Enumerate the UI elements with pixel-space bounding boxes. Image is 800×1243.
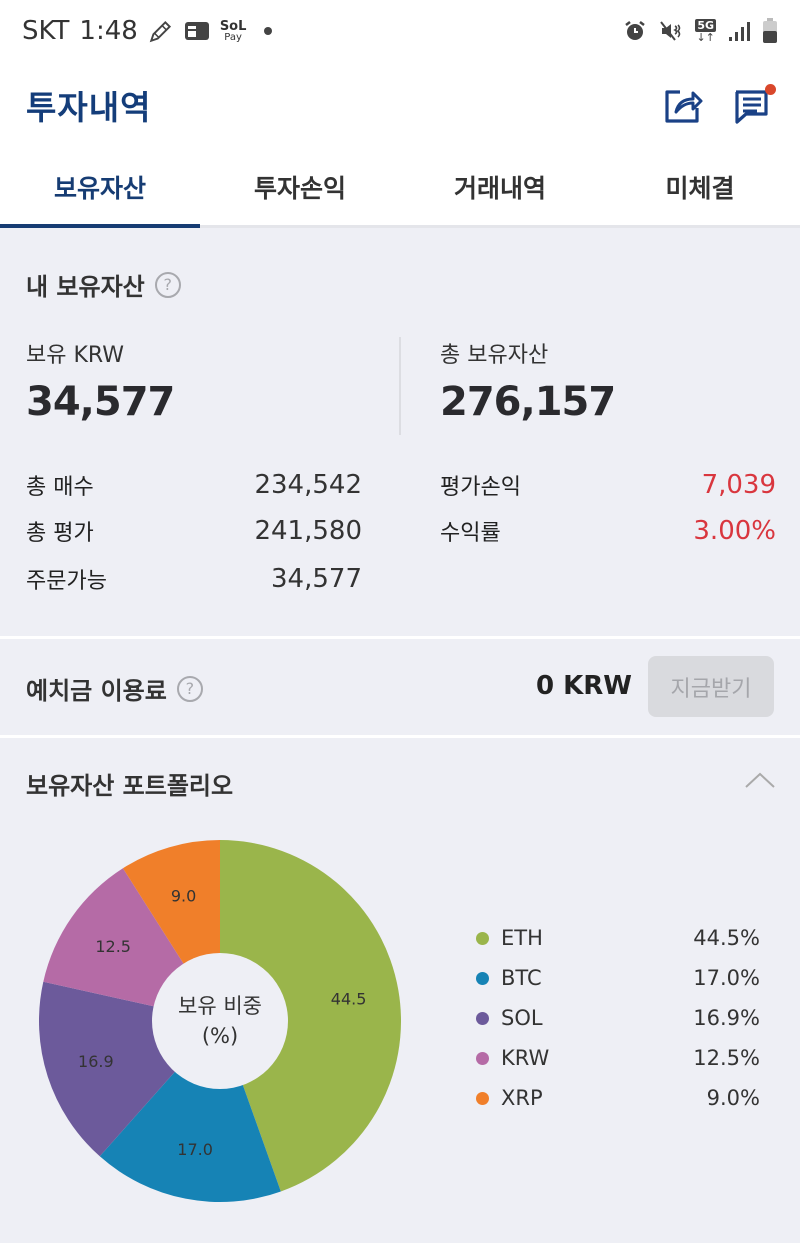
share-icon — [665, 90, 703, 123]
5g-data-icon: 5G ↓↑ — [695, 19, 716, 44]
clock: 1:48 — [79, 16, 138, 46]
help-icon[interactable]: ? — [176, 675, 203, 702]
krw-label: 보유 KRW — [26, 343, 125, 368]
legend-dot — [476, 931, 489, 945]
page-title: 투자내역 — [26, 88, 152, 127]
legend-item-btc: BTC 17.0% — [476, 958, 760, 998]
row-total-buy: 총 매수 234,542 — [26, 469, 362, 501]
section-divider — [0, 636, 800, 639]
value: 7,039 — [701, 470, 776, 500]
value: 234,542 — [254, 470, 362, 500]
help-icon[interactable]: ? — [154, 271, 181, 298]
tab-pending-orders[interactable]: 미체결 — [665, 173, 735, 203]
legend-dot — [476, 1051, 489, 1065]
tab-transactions[interactable]: 거래내역 — [453, 173, 546, 203]
slice-eth — [220, 840, 401, 1192]
donut-hole — [152, 953, 288, 1089]
deposit-amount: 0 KRW — [536, 671, 632, 701]
claim-now-button[interactable]: 지금받기 — [648, 656, 774, 717]
row-return-rate: 수익률 3.00% — [440, 515, 776, 547]
notification-badge — [765, 84, 776, 95]
share-button[interactable] — [662, 84, 704, 126]
row-eval-pl: 평가손익 7,039 — [440, 469, 776, 501]
chart-legend: ETH 44.5% BTC 17.0% SOL 16.9% KRW 12.5% … — [476, 918, 760, 1118]
label: 평가손익 — [440, 475, 521, 500]
krw-value: 34,577 — [26, 379, 175, 425]
donut-svg: 44.5 17.0 16.9 12.5 9.0 — [39, 840, 401, 1202]
vertical-divider — [399, 337, 401, 435]
deposit-title-row: 예치금 이용료 ? — [26, 671, 203, 706]
row-orderable: 주문가능 34,577 — [26, 563, 362, 595]
legend-item-sol: SOL 16.9% — [476, 998, 760, 1038]
tab-profit-loss[interactable]: 투자손익 — [253, 173, 346, 203]
slice-label: 12.5 — [95, 937, 131, 956]
donut-center-label: 보유 비중 (%) — [178, 993, 262, 1048]
portfolio-title: 보유자산 포트폴리오 — [26, 772, 234, 800]
section-divider — [0, 735, 800, 738]
sol-pay-icon: SoL Pay — [219, 18, 247, 43]
battery-icon — [762, 18, 778, 44]
slice-label: 16.9 — [78, 1052, 114, 1071]
legend-item-xrp: XRP 9.0% — [476, 1078, 760, 1118]
label: 주문가능 — [26, 569, 107, 594]
krw-block: 보유 KRW 34,577 — [26, 337, 175, 425]
total-label: 총 보유자산 — [440, 343, 549, 368]
holdings-section: 내 보유자산 ? 보유 KRW 34,577 총 보유자산 276,157 총 … — [0, 231, 800, 636]
card-icon — [184, 20, 210, 42]
notice-button[interactable] — [732, 84, 776, 126]
dot-icon — [264, 27, 273, 35]
total-value: 276,157 — [440, 379, 616, 425]
app-bar: 투자내역 — [0, 62, 800, 148]
collapse-button[interactable] — [744, 770, 776, 790]
legend-dot — [476, 1011, 489, 1025]
holdings-title-row: 내 보유자산 ? — [26, 267, 181, 302]
legend-item-krw: KRW 12.5% — [476, 1038, 760, 1078]
label: 수익률 — [440, 521, 501, 546]
legend-dot — [476, 1091, 489, 1105]
value: 3.00% — [693, 516, 776, 546]
label: 총 매수 — [26, 475, 94, 500]
signal-icon — [728, 20, 750, 42]
portfolio-donut-chart: 44.5 17.0 16.9 12.5 9.0 보유 비중 (%) — [38, 839, 402, 1203]
chevron-up-icon — [745, 772, 775, 788]
slice-label: 44.5 — [331, 990, 367, 1009]
deposit-section: 예치금 이용료 ? 0 KRW 지금받기 — [0, 639, 800, 735]
deposit-title: 예치금 이용료 — [26, 677, 167, 705]
status-bar: SKT 1:48 SoL Pay 5G ↓↑ — [0, 0, 800, 62]
value: 241,580 — [254, 516, 362, 546]
holdings-title: 내 보유자산 — [26, 273, 145, 301]
tab-bar: 보유자산 투자손익 거래내역 미체결 — [0, 148, 800, 228]
value: 34,577 — [271, 564, 362, 594]
legend-item-eth: ETH 44.5% — [476, 918, 760, 958]
row-total-eval: 총 평가 241,580 — [26, 515, 362, 547]
carrier: SKT — [22, 16, 70, 46]
portfolio-section: 보유자산 포트폴리오 44.5 17.0 16.9 12.5 9.0 보유 비중 (%)… — [0, 738, 800, 1243]
slice-label: 17.0 — [177, 1140, 213, 1159]
total-block: 총 보유자산 276,157 — [440, 337, 616, 425]
legend-dot — [476, 971, 489, 985]
slice-label: 9.0 — [171, 887, 196, 906]
mute-vibrate-icon — [659, 19, 683, 43]
pencil-icon — [148, 18, 174, 44]
tab-holdings[interactable]: 보유자산 — [0, 148, 200, 228]
notice-icon — [735, 90, 768, 124]
label: 총 평가 — [26, 521, 94, 546]
alarm-icon — [623, 19, 647, 43]
